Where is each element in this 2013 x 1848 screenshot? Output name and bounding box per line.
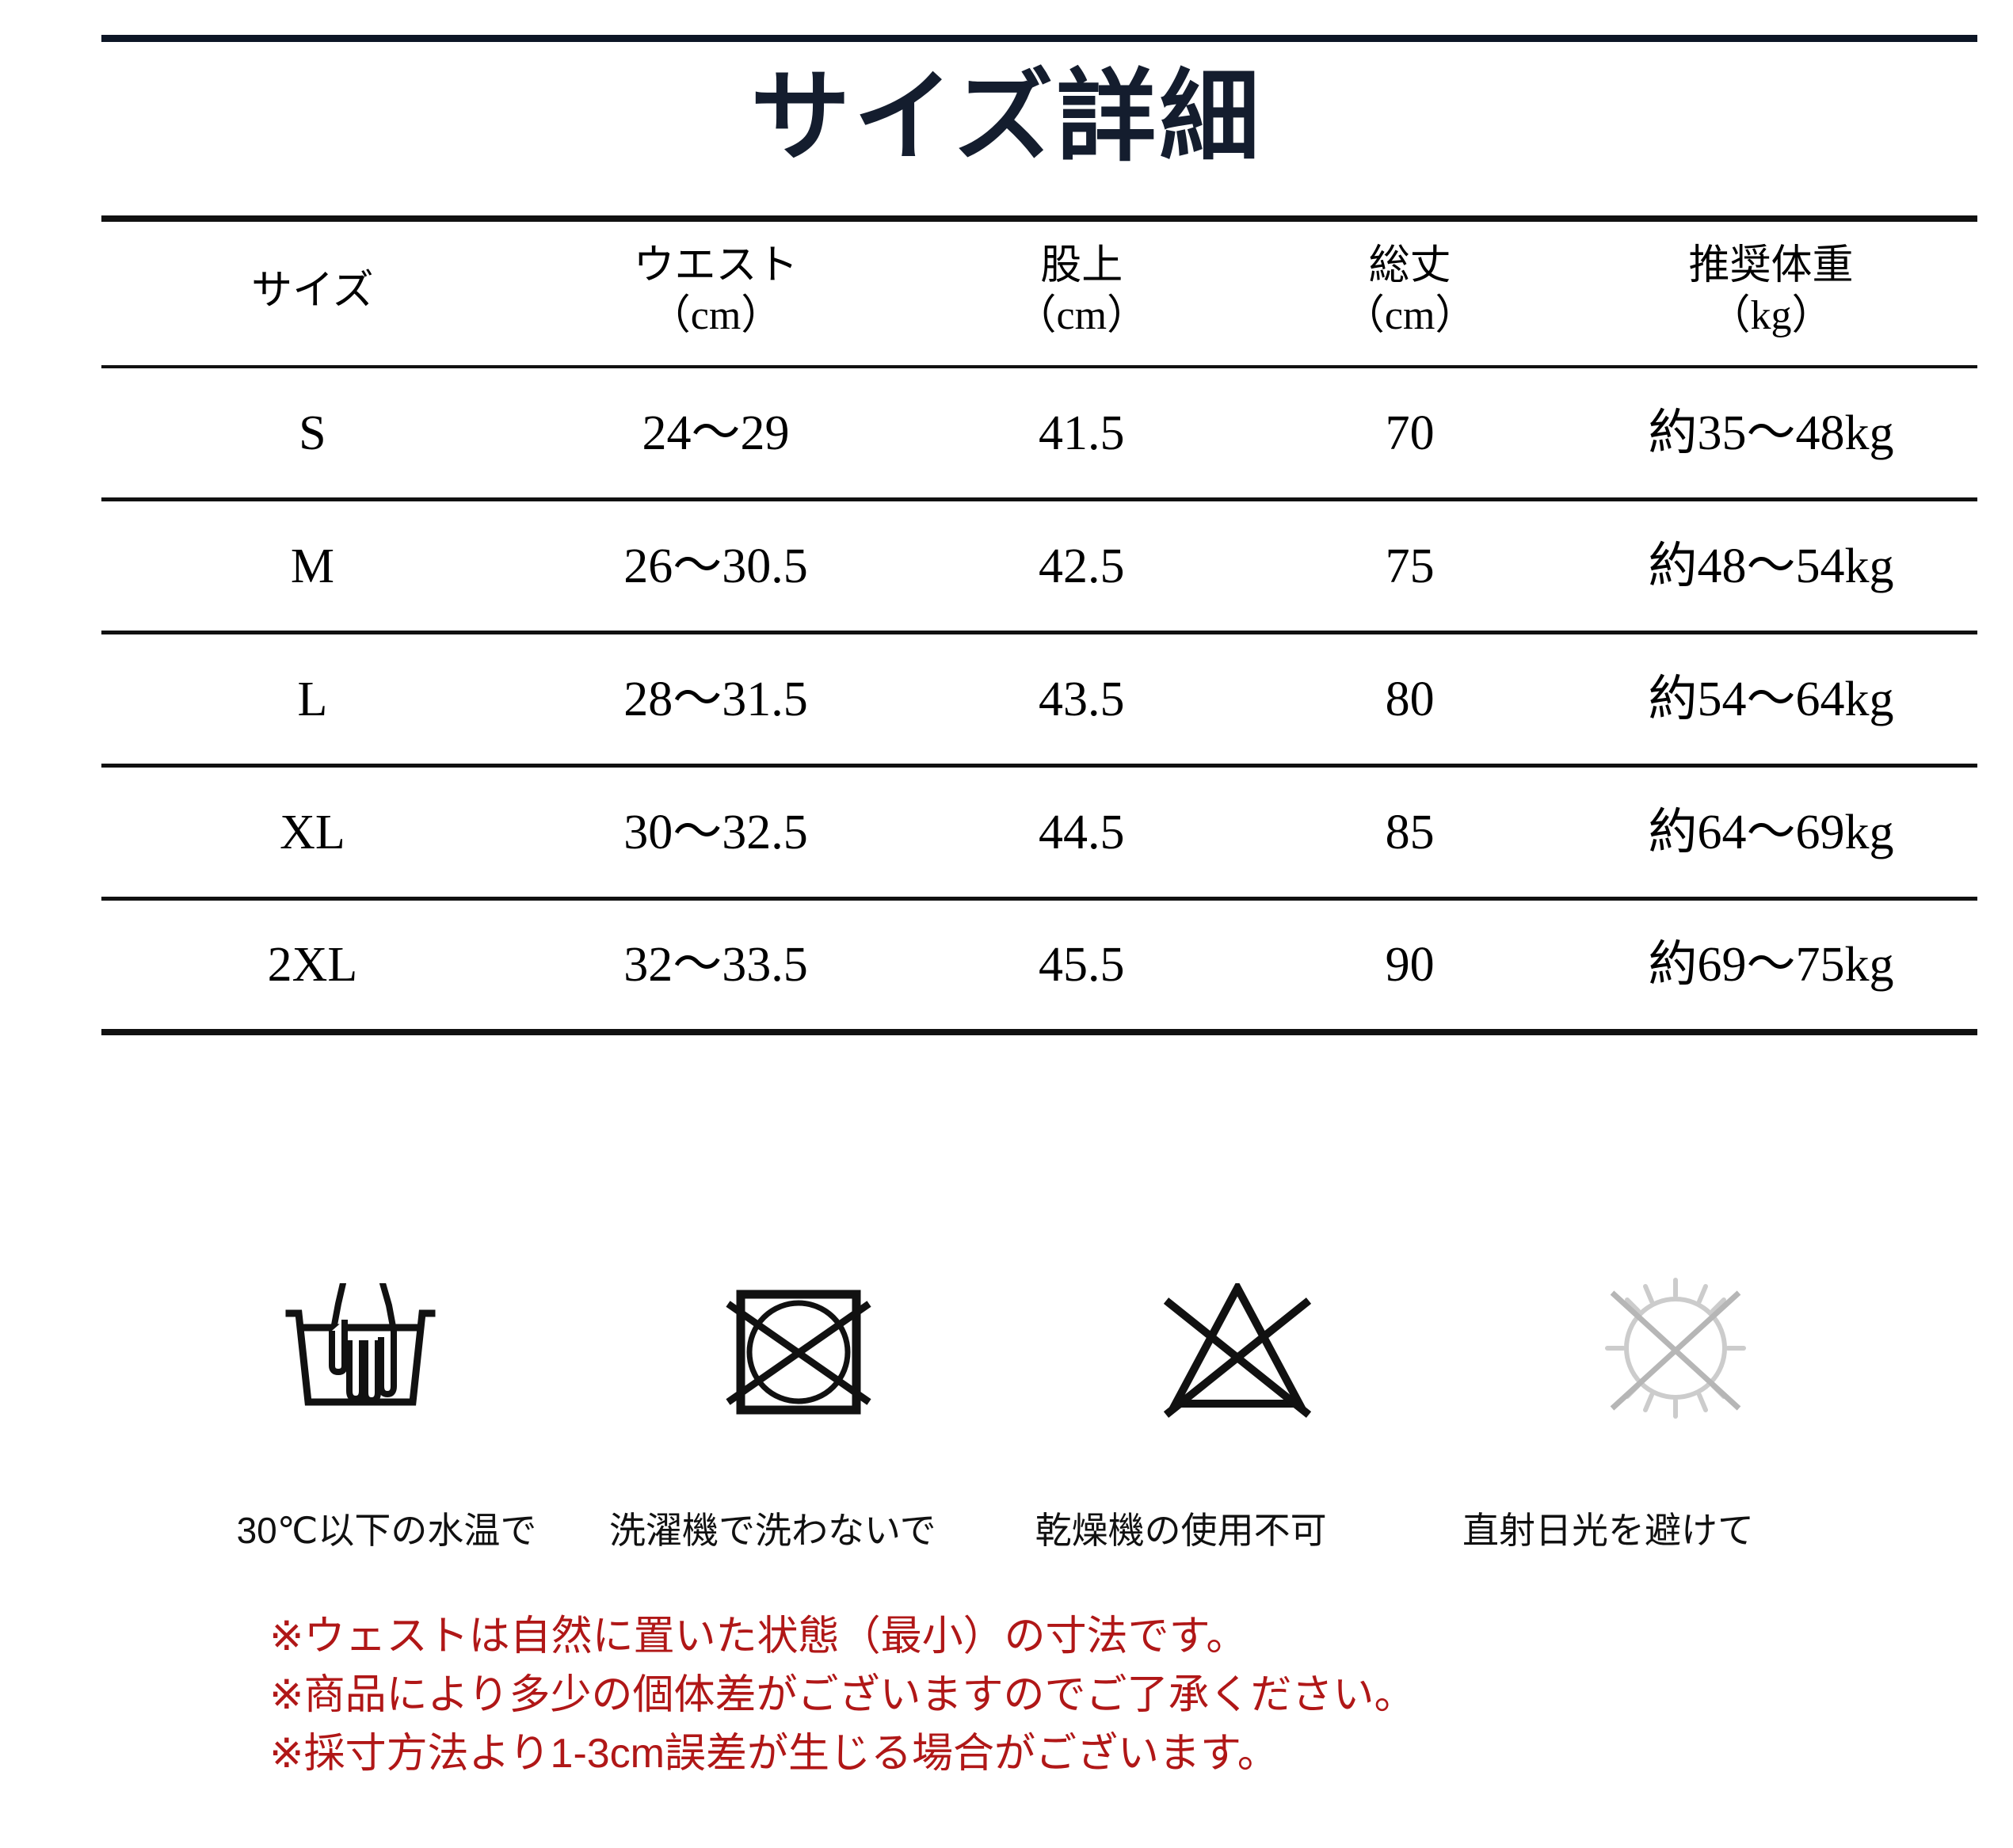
disclaimer-notes: ※ウェストは自然に置いた状態（最小）の寸法です。 ※商品により多少の個体差がござ…	[269, 1608, 1933, 1783]
table-header-row: サイズ ウエスト （cm） 股上 （cm） 総丈 （cm）	[101, 215, 1977, 368]
column-header-rise-unit: （cm）	[1015, 293, 1149, 339]
cell-size: 2XL	[101, 898, 524, 1035]
cell-length: 70	[1255, 366, 1565, 502]
care-captions-row: 30℃以下の水温で 洗濯機で洗わないで 乾燥機の使用不可 直射日光を避けて	[230, 1509, 1806, 1553]
table-row: XL 30〜32.5 44.5 85 約64〜69kg	[101, 765, 1977, 901]
column-header-waist: ウエスト （cm）	[523, 215, 909, 368]
column-header-rise-label: 股上	[1040, 243, 1123, 288]
cell-waist: 32〜33.5	[523, 898, 909, 1035]
care-symbol-no-machine-wash	[668, 1259, 929, 1426]
cell-rise: 45.5	[908, 898, 1256, 1035]
care-caption-no-direct-sunlight: 直射日光を避けて	[1462, 1510, 1754, 1551]
care-symbol-hand-wash	[230, 1259, 491, 1426]
no-tumble-dry-icon	[1163, 1283, 1311, 1418]
column-header-weight: 推奨体重 （kg）	[1565, 215, 1977, 368]
title-top-rule	[101, 35, 1977, 42]
cell-waist: 24〜29	[523, 366, 909, 502]
no-machine-wash-icon	[726, 1290, 871, 1415]
cell-weight: 約35〜48kg	[1565, 366, 1977, 502]
size-table-container: サイズ ウエスト （cm） 股上 （cm） 総丈 （cm）	[101, 215, 1977, 1035]
size-table-head: サイズ ウエスト （cm） 股上 （cm） 総丈 （cm）	[101, 215, 1977, 368]
column-header-rise: 股上 （cm）	[908, 215, 1256, 368]
table-row: L 28〜31.5 43.5 80 約54〜64kg	[101, 632, 1977, 768]
column-header-length-label: 総丈	[1368, 243, 1451, 288]
column-header-waist-label: ウエスト	[633, 243, 799, 288]
note-line-measurement: ※採寸方法より1-3cm誤差が生じる場合がございます。	[269, 1730, 1279, 1777]
column-header-size: サイズ	[101, 215, 524, 368]
cell-rise: 41.5	[908, 366, 1256, 502]
hand-wash-icon	[285, 1283, 436, 1406]
table-row: M 26〜30.5 42.5 75 約48〜54kg	[101, 499, 1977, 635]
column-header-length-unit: （cm）	[1343, 293, 1477, 339]
cell-size: L	[101, 632, 524, 768]
column-header-weight-unit: （kg）	[1709, 293, 1833, 339]
cell-size: XL	[101, 765, 524, 901]
cell-weight: 約69〜75kg	[1565, 898, 1977, 1035]
cell-waist: 30〜32.5	[523, 765, 909, 901]
care-caption-no-machine-wash: 洗濯機で洗わないで	[609, 1510, 936, 1551]
table-row: S 24〜29 41.5 70 約35〜48kg	[101, 366, 1977, 502]
column-header-weight-label: 推奨体重	[1688, 243, 1854, 288]
cell-length: 85	[1255, 765, 1565, 901]
cell-size: M	[101, 499, 524, 635]
care-symbol-no-tumble-dry	[1107, 1259, 1368, 1426]
size-table-body: S 24〜29 41.5 70 約35〜48kg M 26〜30.5 42.5 …	[101, 366, 1977, 1035]
care-caption-no-tumble-dry: 乾燥機の使用不可	[1035, 1510, 1327, 1551]
cell-waist: 28〜31.5	[523, 632, 909, 768]
cell-length: 80	[1255, 632, 1565, 768]
cell-weight: 約48〜54kg	[1565, 499, 1977, 635]
note-line-variance: ※商品により多少の個体差がございますのでご了承ください。	[269, 1671, 1416, 1718]
cell-rise: 44.5	[908, 765, 1256, 901]
care-symbol-no-direct-sunlight	[1545, 1259, 1806, 1426]
cell-rise: 42.5	[908, 499, 1256, 635]
cell-weight: 約54〜64kg	[1565, 632, 1977, 768]
cell-length: 90	[1255, 898, 1565, 1035]
cell-waist: 26〜30.5	[523, 499, 909, 635]
cell-rise: 43.5	[908, 632, 1256, 768]
column-header-length: 総丈 （cm）	[1255, 215, 1565, 368]
page-title: サイズ詳細	[750, 63, 1263, 173]
size-table: サイズ ウエスト （cm） 股上 （cm） 総丈 （cm）	[101, 215, 1977, 1035]
column-header-size-label: サイズ	[251, 268, 374, 314]
cell-weight: 約64〜69kg	[1565, 765, 1977, 901]
note-line-waist: ※ウェストは自然に置いた状態（最小）の寸法です。	[269, 1614, 1248, 1659]
care-symbols-row	[230, 1259, 1806, 1426]
table-row: 2XL 32〜33.5 45.5 90 約69〜75kg	[101, 898, 1977, 1035]
care-caption-hand-wash: 30℃以下の水温で	[236, 1510, 537, 1551]
column-header-waist-unit: （cm）	[649, 293, 783, 339]
cell-size: S	[101, 366, 524, 502]
cell-length: 75	[1255, 499, 1565, 635]
no-direct-sunlight-icon	[1604, 1278, 1746, 1419]
